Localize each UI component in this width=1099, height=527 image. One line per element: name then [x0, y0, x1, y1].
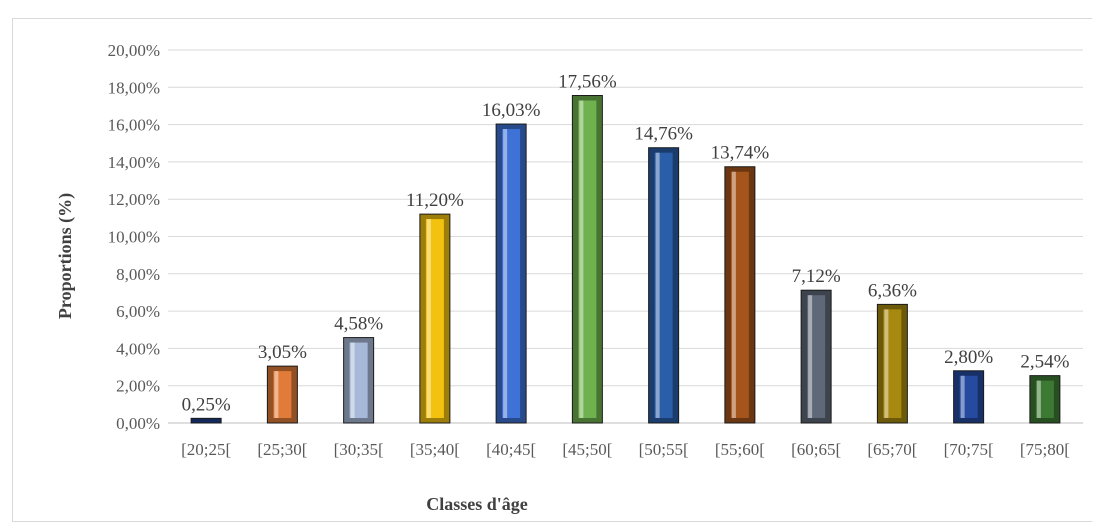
- bar: [571, 95, 603, 424]
- x-tick-label: [60;65[: [791, 440, 841, 459]
- bar-highlight: [350, 342, 355, 418]
- x-tick-label: [55;60[: [715, 440, 765, 459]
- data-label: 6,36%: [868, 280, 917, 301]
- bar: [266, 365, 298, 424]
- bar: [419, 213, 451, 424]
- x-tick-label: [45;50[: [562, 440, 612, 459]
- y-tick-label: 18,00%: [108, 78, 160, 97]
- data-label: 14,76%: [634, 124, 693, 145]
- bar-highlight: [884, 309, 889, 418]
- data-labels: 0,25% 3,05% 4,58% 11,20% 16,03% 17,56% 14,76% 1…: [182, 72, 1070, 416]
- bar: [343, 337, 375, 424]
- bar-highlight: [655, 152, 660, 418]
- x-tick-label: [65;70[: [867, 440, 917, 459]
- x-tick-label: [40;45[: [486, 440, 536, 459]
- bar-highlight: [808, 295, 813, 418]
- data-label: 16,03%: [482, 100, 541, 121]
- bar-highlight: [426, 219, 431, 418]
- gridlines: [168, 49, 1083, 424]
- bar: [190, 417, 222, 424]
- bar: [648, 147, 680, 424]
- y-tick-label: 6,00%: [116, 302, 160, 321]
- y-tick-label: 2,00%: [116, 377, 160, 396]
- bar-highlight: [960, 375, 965, 418]
- data-label: 7,12%: [792, 266, 841, 287]
- data-label: 4,58%: [334, 314, 383, 335]
- bar: [1029, 375, 1061, 424]
- data-label: 11,20%: [406, 190, 464, 211]
- bar-highlight: [731, 171, 736, 418]
- y-tick-label: 0,00%: [116, 414, 160, 433]
- data-label: 0,25%: [182, 394, 231, 415]
- bar-highlight: [503, 129, 508, 418]
- bar: [876, 303, 908, 424]
- data-label: 17,56%: [558, 72, 617, 93]
- bar-highlight: [274, 371, 279, 418]
- data-label: 2,80%: [944, 347, 993, 368]
- bars: [190, 95, 1061, 424]
- x-tick-labels: [20;25[ [25;30[ [30;35[ [35;40[ [40;45[ [45;5…: [181, 440, 1070, 459]
- x-tick-label: [35;40[: [410, 440, 460, 459]
- y-tick-label: 16,00%: [108, 116, 160, 135]
- y-tick-label: 4,00%: [116, 339, 160, 358]
- y-tick-label: 12,00%: [108, 190, 160, 209]
- bar-highlight: [1036, 380, 1041, 418]
- x-tick-label: [50;55[: [639, 440, 689, 459]
- x-tick-label: [25;30[: [257, 440, 307, 459]
- bar-body: [190, 417, 222, 424]
- y-tick-label: 20,00%: [108, 41, 160, 60]
- x-axis-title: Classes d'âge: [426, 494, 528, 514]
- x-tick-label: [70;75[: [944, 440, 994, 459]
- x-tick-label: [20;25[: [181, 440, 231, 459]
- y-axis-title: Proportions (%): [55, 193, 76, 319]
- bar: [495, 123, 527, 424]
- data-label: 3,05%: [258, 342, 307, 363]
- x-tick-label: [30;35[: [334, 440, 384, 459]
- y-tick-label: 14,00%: [108, 153, 160, 172]
- y-tick-label: 8,00%: [116, 265, 160, 284]
- bar-highlight: [579, 100, 584, 419]
- bar: [800, 289, 832, 424]
- data-label: 2,54%: [1020, 352, 1069, 373]
- y-tick-label: 10,00%: [108, 228, 160, 247]
- bar: [724, 166, 756, 424]
- y-tick-labels: 0,00% 2,00% 4,00% 6,00% 8,00% 10,00% 12,00% 14,…: [108, 41, 160, 433]
- data-label: 13,74%: [711, 143, 770, 164]
- bar: [953, 370, 985, 424]
- chart-frame: 0,00% 2,00% 4,00% 6,00% 8,00% 10,00% 12,00% 14,…: [12, 18, 1092, 522]
- x-tick-label: [75;80[: [1020, 440, 1070, 459]
- bar-chart: 0,00% 2,00% 4,00% 6,00% 8,00% 10,00% 12,00% 14,…: [55, 41, 1083, 514]
